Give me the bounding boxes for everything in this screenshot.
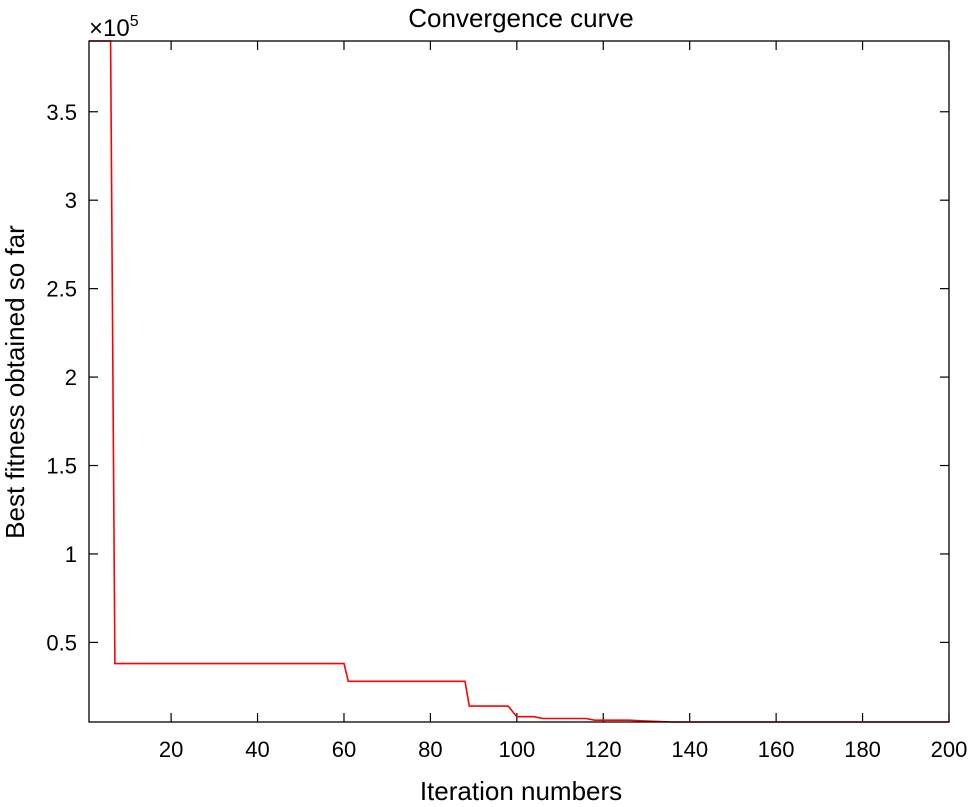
x-tick-label: 180 (844, 737, 881, 762)
svg-text:×105: ×105 (89, 13, 139, 42)
chart-title: Convergence curve (408, 3, 633, 33)
x-tick-label: 80 (418, 737, 442, 762)
y-tick-label: 2.5 (46, 277, 77, 302)
y-tick-label: 2 (65, 365, 77, 390)
x-tick-label: 20 (159, 737, 183, 762)
y-multiplier-prefix: ×10 (89, 15, 130, 42)
x-tick-label: 160 (758, 737, 795, 762)
y-tick-label: 3 (65, 188, 77, 213)
x-tick-label: 120 (585, 737, 622, 762)
y-multiplier: ×105 (89, 13, 139, 42)
plot-frame (88, 40, 950, 723)
x-axis-label: Iteration numbers (420, 776, 622, 806)
x-tick-label: 200 (931, 737, 968, 762)
y-multiplier-exponent: 5 (130, 13, 139, 30)
x-tick-label: 40 (245, 737, 269, 762)
y-tick-label: 3.5 (46, 100, 77, 125)
x-tick-label: 60 (332, 737, 356, 762)
y-tick-label: 0.5 (46, 630, 77, 655)
y-tick-label: 1 (65, 542, 77, 567)
y-axis-label: Best fitness obtained so far (0, 225, 30, 539)
series-line-best-fitness (89, 40, 949, 723)
y-tick-label: 1.5 (46, 454, 77, 479)
x-tick-label: 140 (671, 737, 708, 762)
axis-ticks (89, 41, 950, 722)
x-tick-label: 100 (498, 737, 535, 762)
axis-tick-labels: 20 40 60 80 100 120 140 160 180 200 0.5 1 1.5 2 2.5 3 3.… (46, 100, 967, 762)
